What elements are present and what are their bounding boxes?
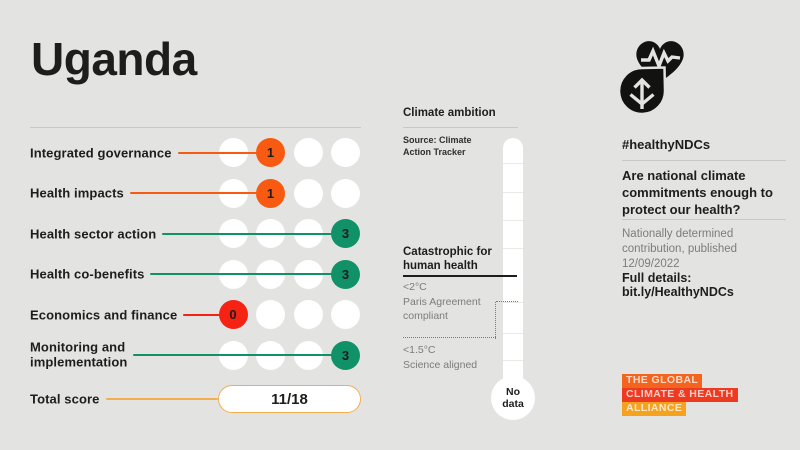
score-row: Integrated governance 1 bbox=[30, 138, 361, 167]
right-divider-top bbox=[622, 160, 786, 161]
full-details-link: Full details: bit.ly/HealthyNDCs bbox=[622, 271, 734, 299]
score-row: Health impacts 1 bbox=[30, 178, 361, 208]
ecg-line bbox=[641, 46, 681, 71]
scale-tick bbox=[503, 220, 523, 221]
score-dot bbox=[293, 178, 323, 208]
total-score-pill: 11/18 bbox=[218, 385, 361, 413]
total-score-value: 11/18 bbox=[271, 390, 308, 408]
dotted-bracket-vertical bbox=[495, 302, 496, 339]
row-label: Monitoring and implementation bbox=[30, 339, 128, 370]
right-divider-bottom bbox=[622, 219, 786, 220]
catastrophic-threshold-line bbox=[403, 275, 517, 277]
total-connector-line bbox=[105, 398, 218, 400]
score-row: Monitoring and implementation 3 bbox=[30, 339, 361, 370]
level-15c-label: <1.5°C Science aligned bbox=[403, 344, 478, 371]
score-dot bbox=[293, 138, 323, 167]
row-label: Integrated governance bbox=[30, 144, 172, 160]
left-divider bbox=[30, 127, 361, 128]
no-data-text: No data bbox=[502, 385, 524, 410]
campaign-hashtag: #healthyNDCs bbox=[622, 137, 711, 152]
score-dot-filled: 3 bbox=[331, 259, 360, 289]
level-2c-label: <2°C Paris Agreement compliant bbox=[403, 281, 481, 323]
scale-tick bbox=[503, 163, 523, 164]
logo-band: CLIMATE & HEALTH bbox=[622, 388, 738, 403]
climate-ambition-source: Source: Climate Action Tracker bbox=[403, 135, 472, 158]
score-dot bbox=[331, 300, 360, 329]
score-dot bbox=[331, 178, 360, 208]
row-connector-line bbox=[129, 192, 271, 194]
climate-ambition-divider bbox=[403, 127, 518, 128]
score-row: Health sector action 3 bbox=[30, 219, 361, 248]
scale-tick bbox=[503, 333, 523, 334]
score-dot-filled: 0 bbox=[218, 300, 248, 329]
row-connector-line bbox=[150, 273, 346, 275]
scale-tick bbox=[503, 192, 523, 193]
scale-tick bbox=[503, 302, 523, 303]
score-row: Economics and finance 0 bbox=[30, 300, 361, 329]
row-connector-line bbox=[183, 313, 233, 316]
scale-tick bbox=[503, 248, 523, 249]
row-label: Health sector action bbox=[30, 225, 157, 241]
score-dot-filled: 3 bbox=[331, 340, 360, 370]
row-connector-line bbox=[133, 354, 346, 356]
row-connector-line bbox=[177, 151, 271, 154]
total-score-label: Total score bbox=[30, 391, 100, 407]
score-dot-filled: 3 bbox=[331, 219, 360, 248]
country-title: Uganda bbox=[31, 33, 197, 85]
campaign-question: Are national climate commitments enough … bbox=[622, 168, 773, 218]
row-connector-line bbox=[162, 232, 346, 235]
row-label: Economics and finance bbox=[30, 306, 178, 322]
climate-ambition-heading: Climate ambition bbox=[403, 107, 496, 119]
logo-band: ALLIANCE bbox=[622, 402, 687, 417]
score-row: Health co-benefits 3 bbox=[30, 259, 361, 289]
score-dot bbox=[293, 300, 323, 329]
score-dot bbox=[331, 138, 360, 167]
no-data-badge: No data bbox=[491, 376, 535, 420]
gcha-logo: THE GLOBAL CLIMATE & HEALTH ALLIANCE bbox=[622, 374, 738, 417]
score-dot-filled: 1 bbox=[256, 138, 285, 167]
score-dot bbox=[256, 300, 285, 329]
tree-branch bbox=[629, 77, 655, 109]
ndc-publication-info: Nationally determined contribution, publ… bbox=[622, 228, 738, 270]
dotted-bracket-top bbox=[496, 301, 518, 302]
scale-tick bbox=[503, 360, 523, 361]
logo-band: THE GLOBAL bbox=[622, 374, 703, 389]
row-label: Health co-benefits bbox=[30, 266, 145, 282]
level-catastrophic-label: Catastrophic for human health bbox=[403, 246, 492, 273]
dotted-bracket-bottom bbox=[403, 337, 496, 338]
score-dot-filled: 1 bbox=[256, 178, 285, 208]
climate-ambition-scale bbox=[503, 138, 523, 380]
heartbeat-leaf-icon bbox=[617, 30, 703, 120]
row-label: Health impacts bbox=[30, 185, 124, 201]
total-score-row: Total score 11/18 bbox=[30, 385, 361, 413]
